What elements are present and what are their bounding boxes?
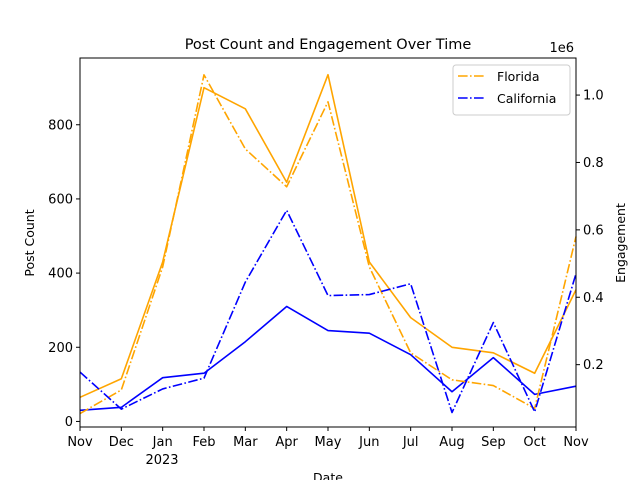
y-axis-right: 0.2 0.4 0.6 0.8 1.0 [576, 89, 604, 373]
y-left-tick-label: 0 [65, 415, 73, 430]
y-right-tick-label: 1.0 [583, 89, 604, 104]
y-left-tick-label: 200 [48, 341, 73, 356]
x-tick-label: Sep [481, 435, 506, 450]
y-left-tick-label: 800 [48, 118, 73, 133]
x-tick-label: Jul [402, 435, 419, 450]
legend-label-florida: Florida [497, 69, 540, 84]
x-tick-label: Feb [192, 435, 215, 450]
legend-box [452, 64, 571, 116]
x-axis: Nov Dec Jan Feb Mar Apr May Jun Jul Aug Sep Oct Nov [67, 427, 589, 450]
x-tick-label: Nov [67, 435, 93, 450]
x-tick-label: Nov [563, 435, 589, 450]
y-right-tick-label: 0.8 [583, 156, 604, 171]
x-tick-label: Jun [358, 435, 379, 450]
x-tick-label: Oct [523, 435, 545, 450]
series-line-florida-left [79, 73, 577, 399]
x-year-label: 2023 [145, 453, 178, 468]
y-axis-left-label: Post Count [22, 209, 37, 276]
x-tick-label: Jan [152, 435, 173, 450]
series-line-california-right [79, 209, 577, 414]
y-left-tick-label: 600 [48, 192, 73, 207]
y-right-tick-label: 0.2 [583, 358, 604, 373]
x-tick-label: Dec [109, 435, 134, 450]
y-right-tick-label: 0.4 [583, 291, 604, 306]
y-axis-right-multiplier: 1e6 [549, 41, 574, 56]
legend-label-california: California [497, 91, 556, 106]
x-axis-label: Date [313, 470, 343, 480]
x-tick-label: Mar [233, 435, 258, 450]
y-axis-right-label: Engagement [613, 203, 628, 283]
y-left-tick-label: 400 [48, 267, 73, 282]
x-tick-label: Aug [439, 435, 464, 450]
x-tick-label: May [315, 435, 342, 450]
y-right-tick-label: 0.6 [583, 223, 604, 238]
series-line-california-left [79, 305, 577, 412]
chart-title: Post Count and Engagement Over Time [185, 37, 472, 53]
x-tick-label: Apr [275, 435, 298, 450]
legend: Florida California [452, 64, 571, 116]
series-line-florida-right [79, 74, 577, 415]
y-axis-left: 0 200 400 600 800 [48, 118, 80, 430]
plot-lines [79, 73, 577, 415]
